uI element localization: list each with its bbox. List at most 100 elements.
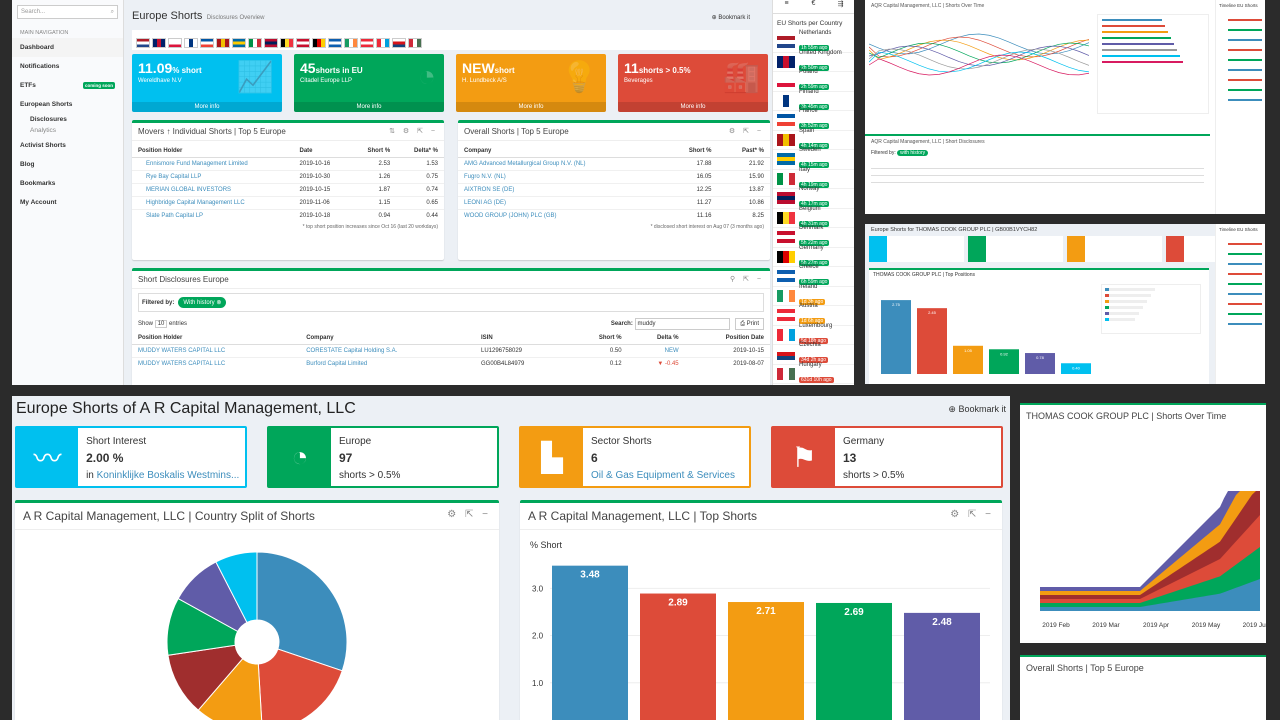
bar[interactable] <box>816 602 892 720</box>
country-item[interactable]: United Kingdom 2h 50m ago <box>773 50 854 72</box>
country-item[interactable]: Finland 3h 45m ago <box>773 89 854 111</box>
country-item[interactable]: Italy 4h 19m ago <box>773 167 854 189</box>
nav-item-etfs[interactable]: ETFs coming soon <box>20 82 115 89</box>
more-info-link[interactable]: More info <box>618 102 768 112</box>
box-tools[interactable]: ⚙ ⇱ − <box>447 509 491 520</box>
column-header[interactable]: Past* % <box>717 145 770 158</box>
table-cell[interactable]: CORESTATE Capital Holding S.A. <box>300 344 475 358</box>
flag-icon[interactable] <box>328 37 342 48</box>
table-cell[interactable]: Rye Bay Capital LLP <box>132 170 294 184</box>
pie-slice[interactable] <box>215 551 258 624</box>
column-header[interactable]: Short % <box>350 145 397 158</box>
table-cell[interactable]: LEONI AG (DE) <box>458 196 664 210</box>
nav-item-dashboard[interactable]: Dashboard <box>12 38 123 57</box>
country-item[interactable]: Greece 6h 59m ago <box>773 264 854 287</box>
bookmark-button[interactable]: ⊕ Bookmark it <box>711 15 750 21</box>
pie-slice[interactable] <box>256 551 348 672</box>
table-cell[interactable]: MERIAN GLOBAL INVESTORS <box>132 183 294 197</box>
flag-icon[interactable] <box>280 37 294 48</box>
p4-bookmark-button[interactable]: ⊕ Bookmark it <box>948 403 1006 414</box>
country-item[interactable]: Netherlands 1h 55m ago <box>773 30 854 53</box>
nav-item-disclosures[interactable]: Disclosures <box>30 116 67 123</box>
column-header[interactable]: Short % <box>664 145 718 158</box>
box-tools[interactable]: ⇅ ⚙ ⇱ − <box>389 128 438 135</box>
flag-icon[interactable] <box>264 37 278 48</box>
country-item[interactable]: Hungary 631d 10h ago <box>773 362 854 384</box>
country-item[interactable]: Czechia 34d 2h ago <box>773 342 854 365</box>
country-item[interactable]: Poland 2h 59m ago <box>773 69 854 92</box>
country-item[interactable]: Norway 4h 17m ago <box>773 186 854 209</box>
bar[interactable] <box>640 593 716 720</box>
column-header[interactable]: Company <box>300 332 475 345</box>
p4-info-link[interactable]: Oil & Gas Equipment & Services <box>591 470 735 481</box>
country-item[interactable]: France 3h 52m ago <box>773 108 854 131</box>
share-icon[interactable]: ⇶ <box>837 1 844 8</box>
country-item[interactable]: Ireland 1d 3h ago <box>773 284 854 306</box>
nav-item-blog[interactable]: Blog <box>20 161 35 168</box>
filter-chip[interactable]: With history ⊗ <box>178 297 227 308</box>
country-item[interactable]: Germany 5h 27m ago <box>773 245 854 267</box>
more-info-link[interactable]: More info <box>294 102 444 112</box>
nav-item-notifications[interactable]: Notifications <box>20 63 60 70</box>
table-cell[interactable]: WOOD GROUP (JOHN) PLC (GB) <box>458 209 664 222</box>
column-header[interactable]: Position Holder <box>132 145 294 158</box>
more-info-link[interactable]: More info <box>456 102 606 112</box>
bar[interactable] <box>904 612 980 720</box>
table-cell[interactable]: Fugro N.V. (NL) <box>458 170 664 184</box>
flag-icon[interactable] <box>376 37 390 48</box>
more-info-link[interactable]: More info <box>132 102 282 112</box>
pie-slice[interactable] <box>257 648 343 720</box>
table-cell[interactable]: Burford Capital Limited <box>300 357 475 370</box>
bar[interactable] <box>552 565 628 720</box>
flag-icon[interactable] <box>152 37 166 48</box>
nav-item-bookmarks[interactable]: Bookmarks <box>20 180 56 187</box>
flag-icon[interactable] <box>184 37 198 48</box>
box-tools[interactable]: ⚙ ⇱ − <box>728 128 764 135</box>
menu-icon[interactable]: ≡ <box>784 0 789 7</box>
country-item[interactable]: Denmark 5h 22m ago <box>773 225 854 248</box>
nav-item-european-shorts[interactable]: European Shorts <box>20 101 73 108</box>
country-item[interactable]: Austria 1d 6h ago <box>773 303 854 326</box>
bar[interactable] <box>728 602 804 720</box>
country-item[interactable]: Spain 4h 14m ago <box>773 128 854 150</box>
nav-item-analytics[interactable]: Analytics <box>30 127 57 134</box>
nav-item-my-account[interactable]: My Account <box>20 199 57 206</box>
nav-item-activist-shorts[interactable]: Activist Shorts <box>20 142 66 149</box>
column-header[interactable]: Company <box>458 145 664 158</box>
print-button[interactable]: ⎙ Print <box>735 318 764 330</box>
flag-icon[interactable] <box>200 37 214 48</box>
box-tools[interactable]: ⚲ ⇱ − <box>730 276 764 283</box>
column-header[interactable]: Position Date <box>684 332 770 345</box>
country-item[interactable]: Sweden 4h 15m ago <box>773 147 854 170</box>
column-header[interactable]: Date <box>293 145 351 158</box>
euro-icon[interactable]: € <box>811 0 816 7</box>
flag-icon[interactable] <box>232 37 246 48</box>
flag-icon[interactable] <box>168 37 182 48</box>
table-cell[interactable]: Ennismore Fund Management Limited <box>132 157 294 171</box>
flag-icon[interactable] <box>312 37 326 48</box>
flag-icon[interactable] <box>216 37 230 48</box>
flag-icon[interactable] <box>344 37 358 48</box>
column-header[interactable]: Short % <box>568 332 628 345</box>
entries-select[interactable]: 10 <box>154 320 168 328</box>
flag-icon[interactable] <box>136 37 150 48</box>
p2-filter-chip[interactable]: with history <box>897 150 929 156</box>
column-header[interactable]: ISIN <box>474 332 569 345</box>
table-cell[interactable]: Highbridge Capital Management LLC <box>132 196 294 210</box>
country-item[interactable]: Belgium 4h 31m ago <box>773 206 854 228</box>
flag-icon[interactable] <box>248 37 262 48</box>
search-input[interactable]: Search... ⌕ <box>17 5 118 19</box>
column-header[interactable]: Delta % <box>627 332 685 345</box>
column-header[interactable]: Position Holder <box>132 332 301 345</box>
p4-info-link[interactable]: Koninklijke Boskalis Westmins... <box>96 470 240 481</box>
flag-icon[interactable] <box>360 37 374 48</box>
box-tools[interactable]: ⚙ ⇱ − <box>950 509 994 520</box>
table-search-input[interactable]: muddy <box>634 318 730 330</box>
table-cell[interactable]: AIXTRON SE (DE) <box>458 183 664 197</box>
table-cell[interactable]: MUDDY WATERS CAPITAL LLC <box>132 357 301 370</box>
table-cell[interactable]: Slate Path Capital LP <box>132 209 294 222</box>
table-cell[interactable]: MUDDY WATERS CAPITAL LLC <box>132 344 301 358</box>
flag-icon[interactable] <box>408 37 422 48</box>
flag-icon[interactable] <box>392 37 406 48</box>
country-item[interactable]: Luxembourg 5d 18h ago <box>773 323 854 345</box>
